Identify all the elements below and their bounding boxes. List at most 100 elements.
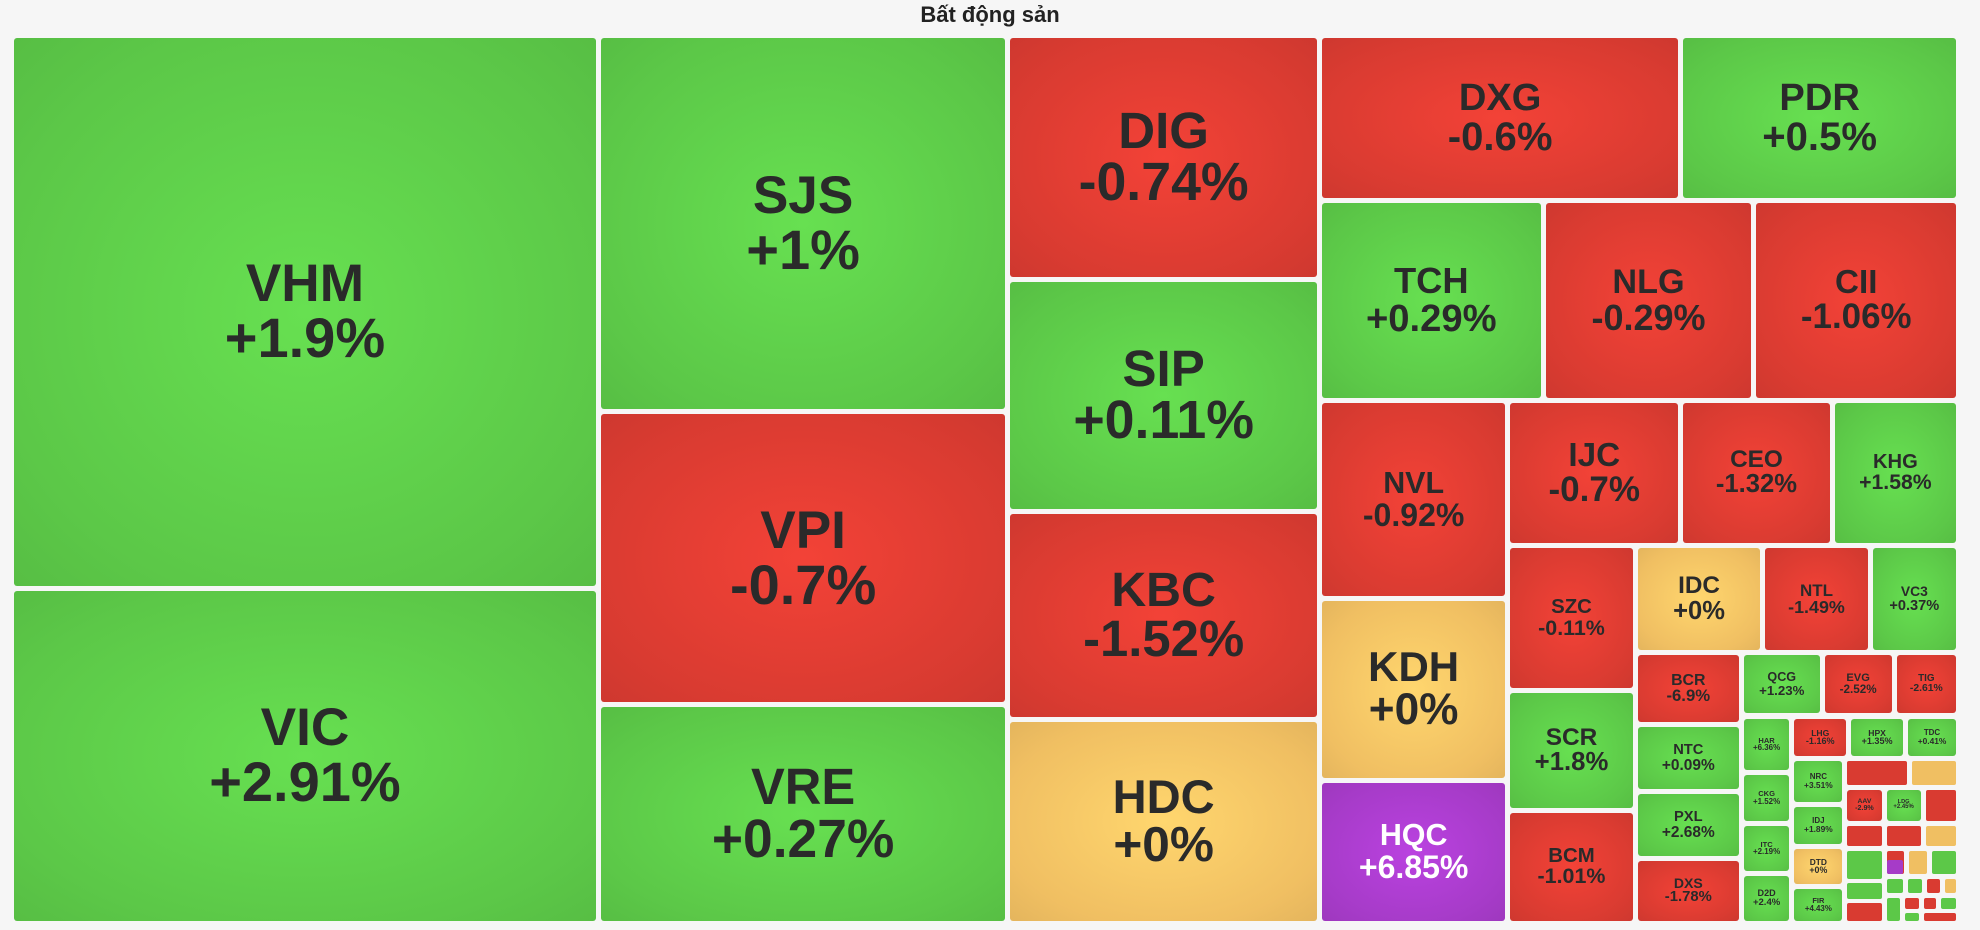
tile[interactable]: PXL +2.68% [1637, 794, 1739, 857]
tile[interactable]: KBC -1.52% [1010, 513, 1318, 718]
tile[interactable]: HPX +1.35% [1851, 718, 1903, 757]
tile[interactable]: KHG +1.58% [1834, 402, 1956, 543]
change-label: +1.52% [1753, 796, 1781, 806]
tile[interactable]: HDC +0% [1010, 722, 1318, 921]
tile[interactable]: IDJ +1.89% [1794, 806, 1843, 844]
tile[interactable]: VIC +2.91% [13, 590, 596, 921]
small-tile [1908, 878, 1922, 893]
change-label: +2.91% [209, 750, 401, 814]
ticker: NTL [1799, 580, 1833, 600]
change-label: -1.06% [1800, 296, 1912, 336]
change-label: -6.9% [1666, 686, 1711, 706]
ticker: VRE [751, 757, 856, 815]
change-label: -0.29% [1591, 296, 1706, 338]
change-label: +0% [1368, 685, 1459, 735]
tile[interactable]: PDR +0.5% [1683, 37, 1956, 199]
tile[interactable]: NRC +3.51% [1794, 761, 1843, 802]
change-label: -1.49% [1788, 596, 1845, 617]
ticker: SIP [1122, 339, 1205, 397]
change-label: +6.85% [1358, 848, 1469, 885]
change-label: +1.23% [1759, 683, 1805, 699]
tile[interactable]: BCR -6.9% [1637, 655, 1739, 723]
tile[interactable]: ITC +2.19% [1743, 825, 1790, 872]
tile[interactable]: IDC +0% [1637, 548, 1761, 651]
ticker: FIR [1812, 896, 1825, 906]
ticker: DIG [1118, 101, 1209, 159]
change-label: -0.11% [1538, 615, 1605, 640]
change-label: +1% [746, 218, 860, 282]
tile[interactable]: DXG -0.6% [1322, 37, 1679, 199]
tile[interactable]: NLG -0.29% [1545, 203, 1752, 398]
ticker: KBC [1111, 563, 1216, 618]
tile[interactable]: CII -1.06% [1756, 203, 1956, 398]
change-label: -1.01% [1537, 864, 1606, 889]
tile[interactable]: TCH +0.29% [1322, 203, 1541, 398]
small-tile [1911, 761, 1956, 786]
ticker: DXG [1458, 76, 1542, 119]
ticker: SJS [752, 165, 854, 225]
change-label: -1.16% [1805, 736, 1835, 747]
tile[interactable]: FIR +4.43% [1794, 888, 1843, 921]
ticker: DXS [1673, 875, 1703, 892]
tile[interactable]: VRE +0.27% [601, 707, 1006, 921]
tile[interactable]: D2D +2.4% [1743, 876, 1790, 921]
change-label: +0.27% [711, 809, 895, 869]
tile[interactable]: NVL -0.92% [1322, 402, 1506, 596]
tile[interactable]: VHM +1.9% [13, 37, 596, 586]
tile[interactable]: TDC +0.41% [1908, 718, 1956, 757]
tile[interactable]: IJC -0.7% [1510, 402, 1679, 543]
change-label: -1.32% [1715, 470, 1798, 499]
tile[interactable]: SJS +1% [601, 37, 1006, 410]
tile[interactable]: HQC +6.85% [1322, 782, 1506, 921]
change-label: +0.09% [1661, 756, 1715, 774]
small-tile [1905, 897, 1920, 910]
tile[interactable]: DTD +0% [1794, 848, 1843, 884]
ticker: TIG [1918, 673, 1935, 685]
tile[interactable]: VC3 +0.37% [1872, 548, 1956, 651]
change-label: +0.5% [1762, 115, 1877, 160]
tile[interactable]: BCM -1.01% [1510, 813, 1633, 921]
change-label: -0.7% [1548, 470, 1640, 510]
ticker: LHG [1811, 727, 1830, 738]
ticker: QCG [1767, 670, 1797, 685]
change-label: +0.11% [1073, 389, 1254, 450]
change-label: +1.8% [1534, 748, 1609, 777]
change-label: -0.92% [1362, 496, 1465, 533]
change-label: -0.6% [1447, 115, 1553, 160]
ticker: CKG [1758, 789, 1775, 799]
change-label: +0.37% [1889, 597, 1940, 614]
ticker: HPX [1868, 727, 1886, 738]
change-label: +1.9% [224, 306, 386, 370]
tile[interactable]: HAR +6.36% [1743, 718, 1790, 771]
tile[interactable]: NTL -1.49% [1765, 548, 1868, 651]
ticker: LDG [1897, 798, 1910, 805]
tile[interactable]: QCG +1.23% [1743, 655, 1820, 714]
tile[interactable]: CEO -1.32% [1683, 402, 1830, 543]
tile[interactable]: SCR +1.8% [1510, 693, 1633, 809]
ticker: TDC [1923, 728, 1941, 738]
tile[interactable]: SZC -0.11% [1510, 548, 1633, 689]
ticker: AAV [1857, 797, 1872, 805]
change-label: -1.52% [1083, 610, 1245, 668]
change-label: -2.9% [1855, 804, 1874, 813]
tile[interactable]: DXS -1.78% [1637, 861, 1739, 921]
ticker: HDC [1112, 770, 1215, 824]
change-label: -1.78% [1664, 889, 1712, 906]
tile[interactable]: LHG -1.16% [1794, 718, 1847, 757]
small-tile [1847, 761, 1907, 786]
tile[interactable]: EVG -2.52% [1824, 655, 1892, 714]
tile[interactable]: KDH +0% [1322, 601, 1506, 778]
tile[interactable]: DIG -0.74% [1010, 37, 1318, 277]
ticker: ITC [1760, 839, 1773, 849]
ticker: CEO [1730, 445, 1783, 473]
tile[interactable]: SIP +0.11% [1010, 281, 1318, 509]
tile[interactable]: CKG +1.52% [1743, 775, 1790, 821]
tile[interactable]: LDG +2.45% [1886, 790, 1921, 821]
small-tile [1926, 878, 1940, 893]
tile[interactable]: NTC +0.09% [1637, 727, 1739, 790]
tile[interactable]: TIG -2.61% [1896, 655, 1956, 714]
change-label: +1.35% [1861, 736, 1893, 747]
tile[interactable]: AAV -2.9% [1847, 790, 1882, 821]
tile[interactable]: VPI -0.7% [601, 414, 1006, 703]
